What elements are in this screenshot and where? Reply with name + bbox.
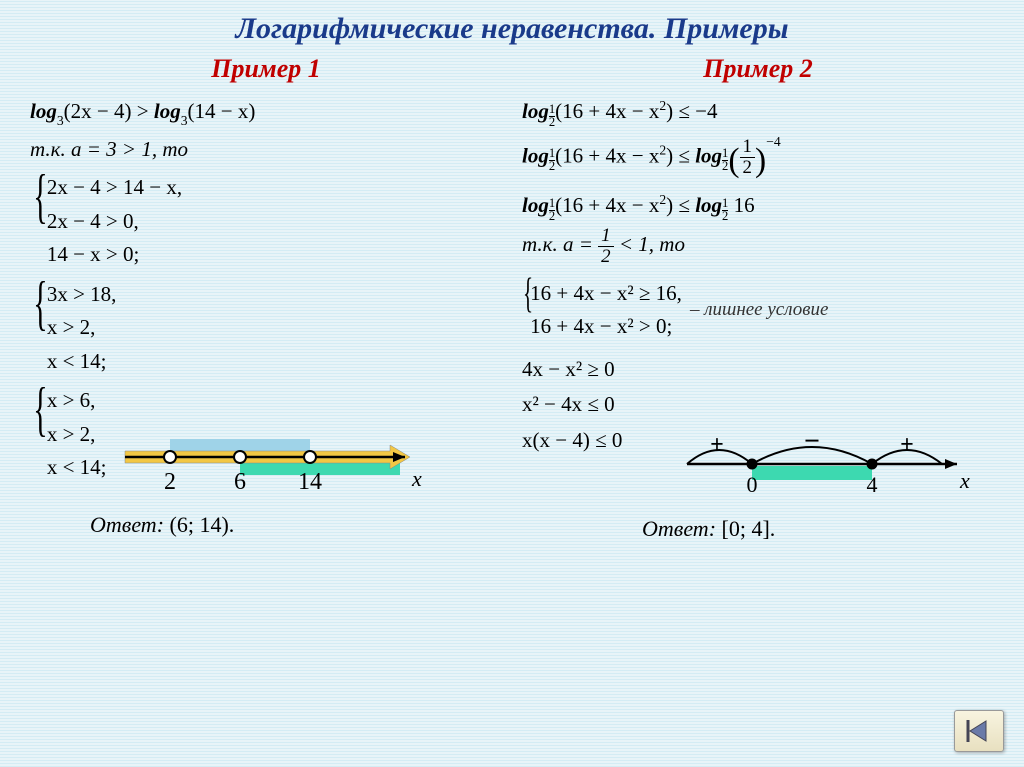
ex1-numberline: 2 6 14 x (110, 431, 502, 506)
ex2-line2: log12(16 + 4x − x2) ≤ log12(12)−4 (522, 132, 994, 186)
sys-line: x > 2, (47, 312, 117, 344)
ex1-answer: Ответ: (6; 14). (90, 512, 502, 538)
ex2-step1: 4x − x² ≥ 0 (522, 354, 994, 386)
ex1-inequality: log3(2x − 4) > log3(14 − x) (30, 96, 502, 130)
ex1-since: т.к. a = 3 > 1, то (30, 134, 502, 166)
sys-line: x < 14; (47, 346, 117, 378)
svg-text:2: 2 (164, 469, 176, 495)
svg-text:+: + (710, 432, 724, 458)
ex2-line3: log12(16 + 4x − x2) ≤ log12 16 (522, 190, 994, 222)
sys-line: 16 + 4x − x² > 0; (530, 311, 682, 343)
example-1: Пример 1 log3(2x − 4) > log3(14 − x) т.к… (20, 46, 512, 542)
ex2-since: т.к. a = 12 < 1, то (522, 226, 994, 267)
svg-text:14: 14 (298, 469, 322, 495)
svg-text:4: 4 (867, 472, 878, 497)
ex2-note: – лишнее условие (690, 299, 828, 321)
sys-line: 2x − 4 > 0, (47, 206, 182, 238)
example-2: Пример 2 log12(16 + 4x − x2) ≤ −4 log12(… (512, 46, 1004, 542)
ex2-step2: x² − 4x ≤ 0 (522, 389, 994, 421)
example-1-title: Пример 1 (30, 54, 502, 84)
prev-icon (966, 718, 992, 744)
ex2-numberline: + − + 0 4 x (682, 430, 994, 510)
page-title: Логарифмические неравенства. Примеры (0, 0, 1024, 46)
example-2-title: Пример 2 (522, 54, 994, 84)
svg-text:+: + (900, 432, 914, 458)
svg-text:6: 6 (234, 469, 246, 495)
svg-text:x: x (959, 468, 970, 493)
sys-line: x > 2, (47, 419, 107, 451)
svg-text:0: 0 (747, 472, 758, 497)
ex1-system-1: { 2x − 4 > 14 − x, 2x − 4 > 0, 14 − x > … (30, 171, 502, 272)
ex2-line1: log12(16 + 4x − x2) ≤ −4 (522, 96, 994, 128)
content-columns: Пример 1 log3(2x − 4) > log3(14 − x) т.к… (0, 46, 1024, 542)
sys-line: x > 6, (47, 385, 107, 417)
ex1-system-2: { 3x > 18, x > 2, x < 14; (30, 278, 502, 379)
svg-text:x: x (411, 466, 422, 491)
sys-line: 16 + 4x − x² ≥ 16, (530, 278, 682, 310)
sys-line: 2x − 4 > 14 − x, (47, 172, 182, 204)
ex2-answer: Ответ: [0; 4]. (642, 516, 994, 542)
svg-text:−: − (804, 430, 820, 457)
ex2-system: { 16 + 4x − x² ≥ 16, 16 + 4x − x² > 0; (522, 277, 682, 344)
sys-line: 14 − x > 0; (47, 239, 182, 271)
sys-line: 3x > 18, (47, 279, 117, 311)
sys-line: x < 14; (47, 452, 107, 484)
prev-button[interactable] (954, 710, 1004, 752)
